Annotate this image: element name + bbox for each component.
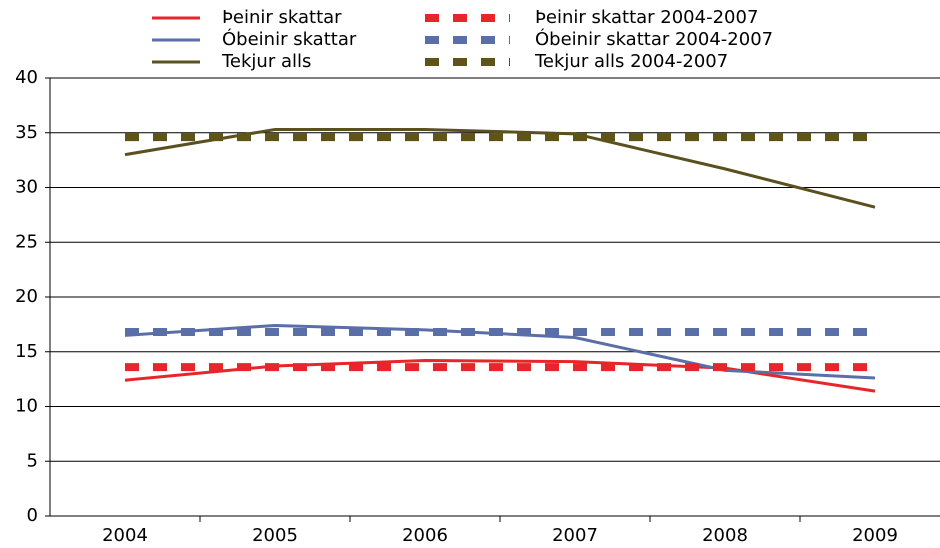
- x-tick-label: 2006: [402, 525, 448, 546]
- y-tick-label: 35: [15, 122, 38, 143]
- legend-label: Óbeinir skattar: [222, 28, 357, 50]
- x-tick-label: 2005: [252, 525, 298, 546]
- y-tick-label: 15: [15, 341, 38, 362]
- y-tick-label: 20: [15, 286, 38, 307]
- x-tick-label: 2008: [702, 525, 748, 546]
- legend-label: Tekjur alls: [221, 51, 311, 72]
- y-tick-label: 30: [15, 177, 38, 198]
- legend-label: Þeinir skattar: [222, 7, 342, 28]
- legend-label: Óbeinir skattar 2004-2007: [535, 28, 773, 50]
- legend-label: Tekjur alls 2004-2007: [534, 51, 728, 72]
- y-tick-label: 5: [27, 450, 38, 471]
- y-tick-label: 40: [15, 67, 38, 88]
- x-tick-label: 2007: [552, 525, 598, 546]
- x-tick-label: 2004: [102, 525, 148, 546]
- y-tick-label: 0: [27, 505, 38, 526]
- x-tick-label: 2009: [852, 525, 898, 546]
- legend-label: Þeinir skattar 2004-2007: [535, 7, 758, 28]
- y-tick-label: 25: [15, 231, 38, 252]
- y-tick-label: 10: [15, 396, 38, 417]
